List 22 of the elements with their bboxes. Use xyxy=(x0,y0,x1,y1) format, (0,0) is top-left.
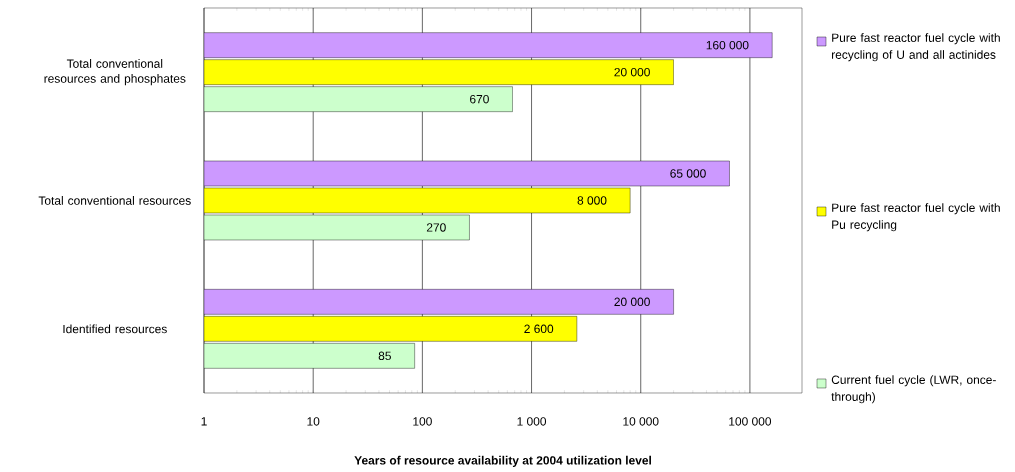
y-tick-label: Identified resources xyxy=(63,324,167,334)
data-label: 20 000 xyxy=(614,297,650,307)
legend-label: Pure fast reactor fuel cycle with Pu recycling xyxy=(832,203,1000,232)
y-tick-label: Total conventional resources and phosphates xyxy=(44,59,186,86)
y-tick-label: Total conventional resources xyxy=(38,196,191,205)
data-label: 85 xyxy=(378,351,391,361)
data-label: 8 000 xyxy=(577,196,607,205)
x-tick-label: 10 xyxy=(307,417,320,426)
x-tick-label: 1 000 xyxy=(517,417,547,426)
x-tick-label: 1 xyxy=(201,417,207,426)
x-tick-label: 100 000 xyxy=(729,417,772,426)
data-label: 65 000 xyxy=(670,169,706,178)
legend-label: Pure fast reactor fuel cycle with recycling of U and all actinides xyxy=(832,33,1000,62)
legend-label: Current fuel cycle (LWR, once-through) xyxy=(831,375,996,404)
data-label: 20 000 xyxy=(614,67,650,77)
x-tick-label: 10 000 xyxy=(623,417,659,426)
data-label: 160 000 xyxy=(706,40,749,50)
x-axis-title: Years of resource availability at 2004 utilization level xyxy=(354,455,651,467)
data-label: 2 600 xyxy=(524,324,554,334)
data-label: 270 xyxy=(426,223,446,232)
x-tick-label: 100 xyxy=(413,417,432,426)
data-label: 670 xyxy=(470,94,489,104)
